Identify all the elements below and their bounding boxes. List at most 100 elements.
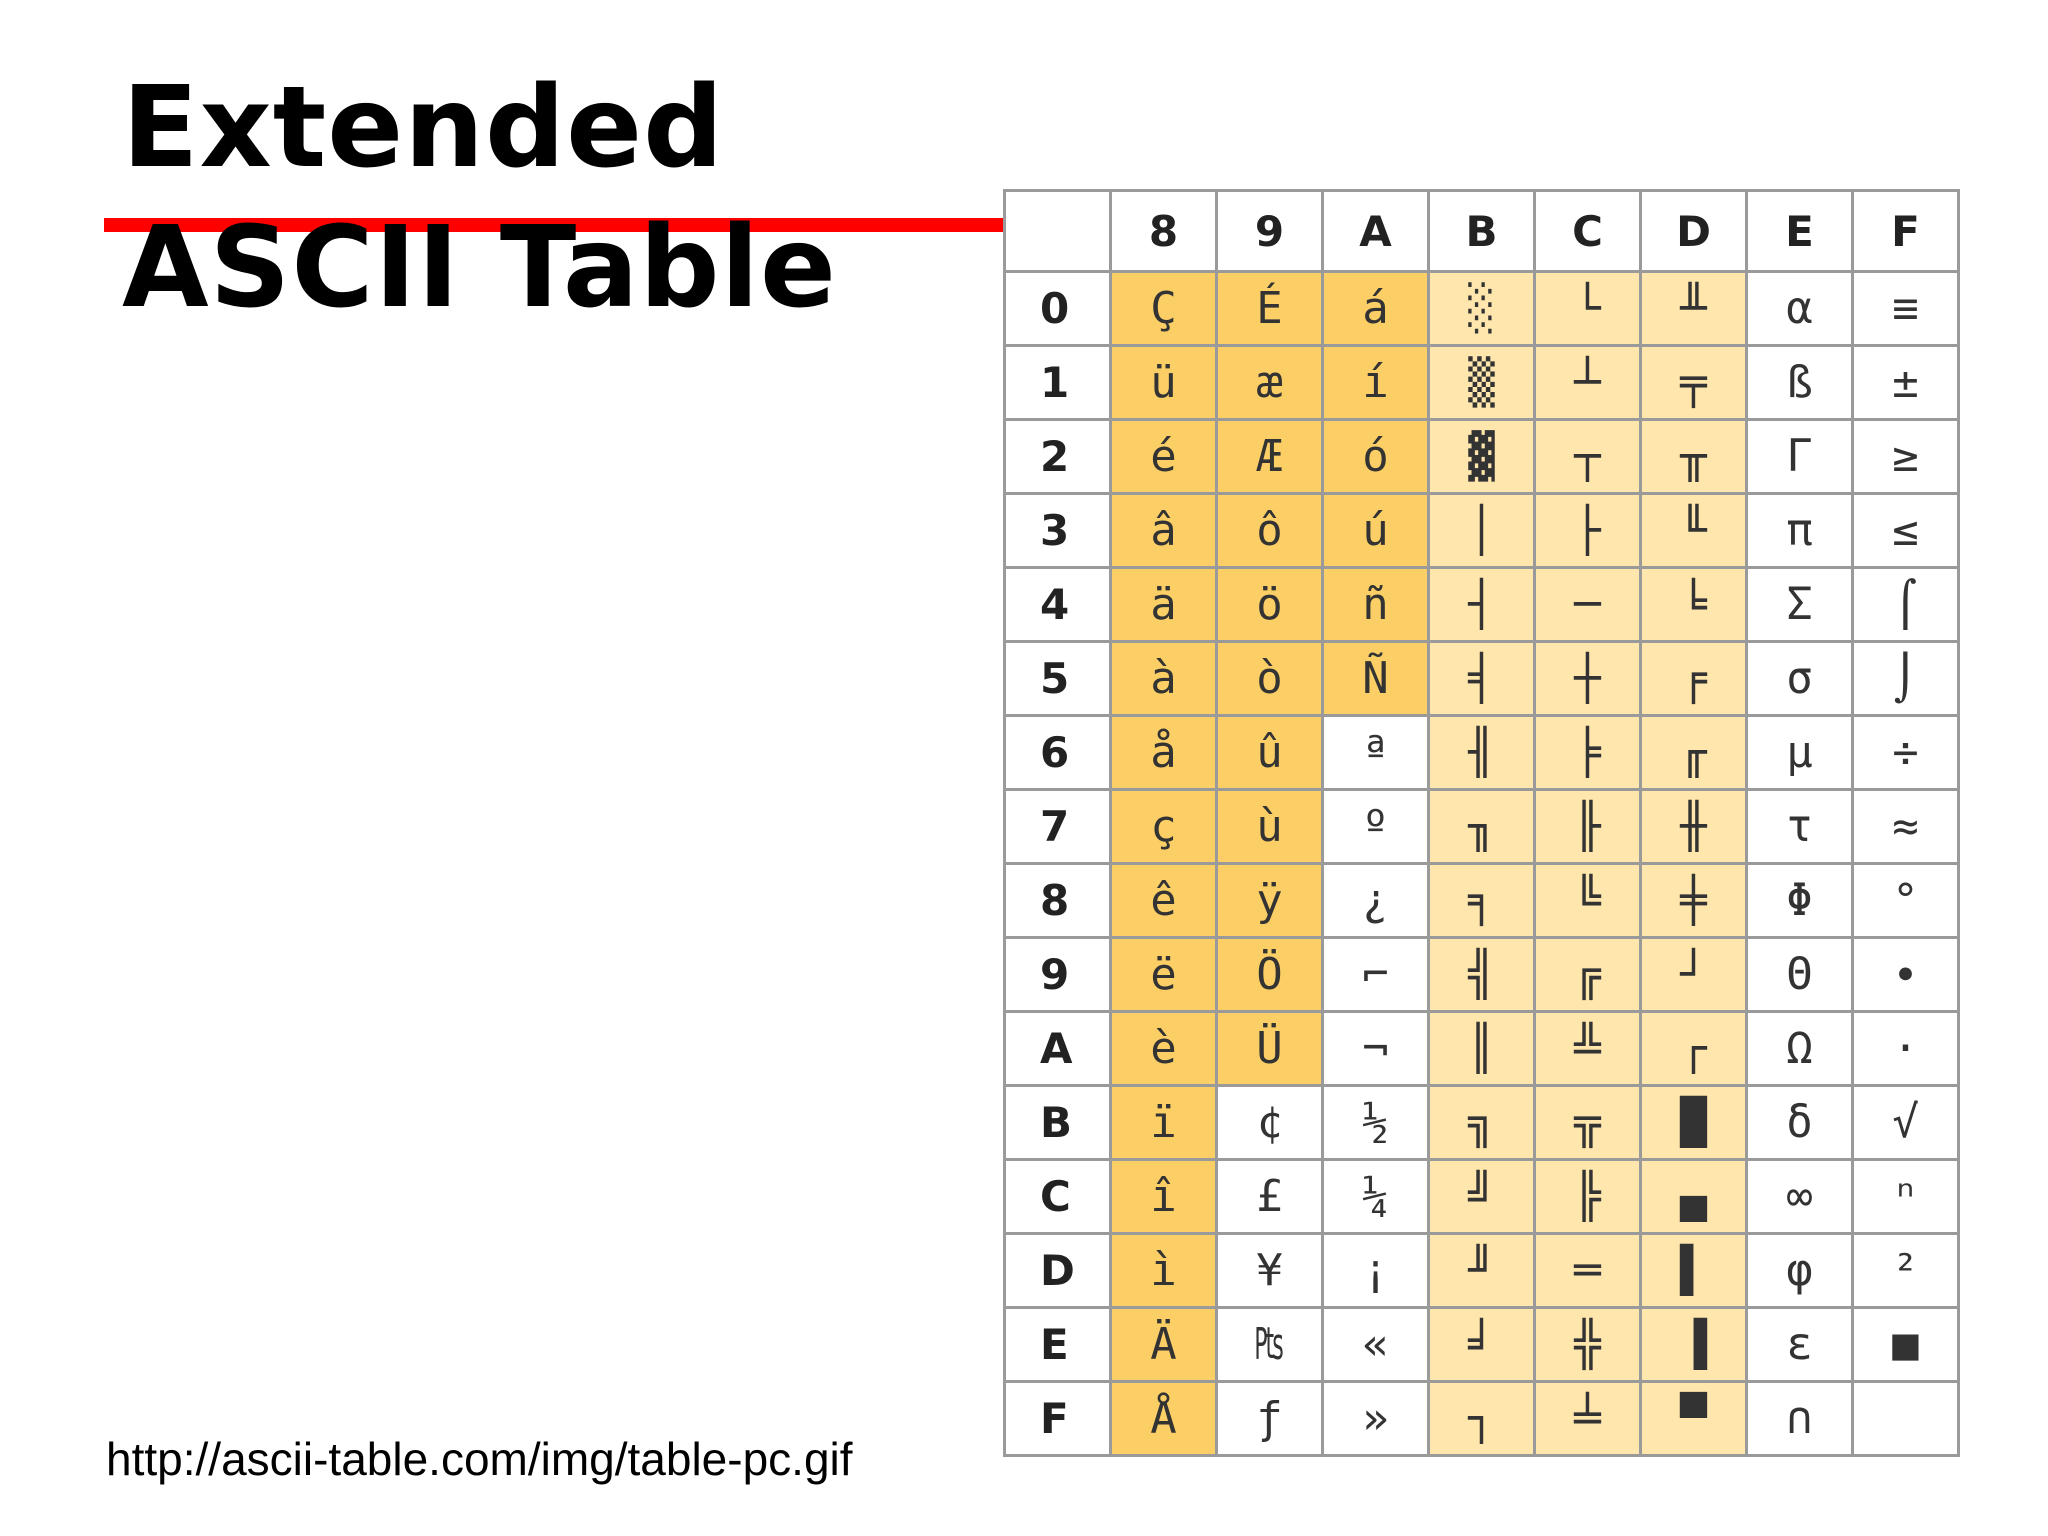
column-header-9: 9 bbox=[1215, 189, 1324, 273]
char-cell-d0: ╨ bbox=[1639, 270, 1748, 347]
char-cell-82: é bbox=[1109, 418, 1218, 495]
char-cell-94: ö bbox=[1215, 566, 1324, 643]
char-cell-a2: ó bbox=[1321, 418, 1430, 495]
char-cell-cf: ╧ bbox=[1533, 1380, 1642, 1457]
row-header-e: E bbox=[1003, 1306, 1112, 1383]
char-cell-96: û bbox=[1215, 714, 1324, 791]
char-cell-f8: ° bbox=[1851, 862, 1960, 939]
char-cell-91: æ bbox=[1215, 344, 1324, 421]
char-cell-aa: ¬ bbox=[1321, 1010, 1430, 1087]
table-row: E Ä ₧ «╛ ╬ ▐ ε ■ bbox=[1003, 1306, 1960, 1383]
char-cell-b3: │ bbox=[1427, 492, 1536, 569]
row-header-b: B bbox=[1003, 1084, 1112, 1161]
char-cell-d2: ╥ bbox=[1639, 418, 1748, 495]
table-row: 9 ë Ö ⌐ ╣ ╔ ┘ Θ ∙ bbox=[1003, 936, 1960, 1013]
char-cell-db: █ bbox=[1639, 1084, 1748, 1161]
row-header-d: D bbox=[1003, 1232, 1112, 1309]
char-cell-a1: í bbox=[1321, 344, 1430, 421]
slide-title-line-2: ASCII Table bbox=[122, 203, 837, 333]
corner-cell bbox=[1003, 189, 1112, 273]
char-cell-92: Æ bbox=[1215, 418, 1324, 495]
char-cell-e9: Θ bbox=[1745, 936, 1854, 1013]
char-cell-97: ù bbox=[1215, 788, 1324, 865]
column-header-e: E bbox=[1745, 189, 1854, 273]
char-cell-fb: √ bbox=[1851, 1084, 1960, 1161]
char-cell-de: ▐ bbox=[1639, 1306, 1748, 1383]
column-header-b: B bbox=[1427, 189, 1536, 273]
char-cell-b9: ╣ bbox=[1427, 936, 1536, 1013]
char-cell-f3: ≤ bbox=[1851, 492, 1960, 569]
char-cell-c1: ┴ bbox=[1533, 344, 1642, 421]
char-cell-87: ç bbox=[1109, 788, 1218, 865]
char-cell-90: É bbox=[1215, 270, 1324, 347]
char-cell-99: Ö bbox=[1215, 936, 1324, 1013]
char-cell-c3: ├ bbox=[1533, 492, 1642, 569]
char-cell-8f: Å bbox=[1109, 1380, 1218, 1457]
char-cell-e3: π bbox=[1745, 492, 1854, 569]
row-header-3: 3 bbox=[1003, 492, 1112, 569]
char-cell-81: ü bbox=[1109, 344, 1218, 421]
char-cell-ce: ╬ bbox=[1533, 1306, 1642, 1383]
char-cell-c6: ╞ bbox=[1533, 714, 1642, 791]
row-header-4: 4 bbox=[1003, 566, 1112, 643]
char-cell-dc: ▄ bbox=[1639, 1158, 1748, 1235]
char-cell-c9: ╔ bbox=[1533, 936, 1642, 1013]
row-header-8: 8 bbox=[1003, 862, 1112, 939]
char-cell-e7: τ bbox=[1745, 788, 1854, 865]
char-cell-bb: ╗ bbox=[1427, 1084, 1536, 1161]
char-cell-bd: ╜ bbox=[1427, 1232, 1536, 1309]
char-cell-e8: Φ bbox=[1745, 862, 1854, 939]
char-cell-bc: ╝ bbox=[1427, 1158, 1536, 1235]
char-cell-d1: ╤ bbox=[1639, 344, 1748, 421]
char-cell-88: ê bbox=[1109, 862, 1218, 939]
table-row: 5 à ò Ñ ╡ ┼ ╒ σ ⌡ bbox=[1003, 640, 1960, 717]
char-cell-ad: ¡ bbox=[1321, 1232, 1430, 1309]
char-cell-8e: Ä bbox=[1109, 1306, 1218, 1383]
char-cell-9f: ƒ bbox=[1215, 1380, 1324, 1457]
char-cell-a5: Ñ bbox=[1321, 640, 1430, 717]
char-cell-e0: α bbox=[1745, 270, 1854, 347]
table-row: 7 ç ù º ╖ ╟ ╫ τ ≈ bbox=[1003, 788, 1960, 865]
char-cell-fe: ■ bbox=[1851, 1306, 1960, 1383]
char-cell-98: ÿ bbox=[1215, 862, 1324, 939]
char-cell-fd: ² bbox=[1851, 1232, 1960, 1309]
char-cell-ff bbox=[1851, 1380, 1960, 1457]
char-cell-fa: · bbox=[1851, 1010, 1960, 1087]
source-url: http://ascii-table.com/img/table-pc.gif bbox=[106, 1433, 853, 1485]
row-header-c: C bbox=[1003, 1158, 1112, 1235]
char-cell-a7: º bbox=[1321, 788, 1430, 865]
table-row: 6 å û ª ╢ ╞ ╓ µ ÷ bbox=[1003, 714, 1960, 791]
char-cell-f1: ± bbox=[1851, 344, 1960, 421]
char-cell-f9: ∙ bbox=[1851, 936, 1960, 1013]
row-header-5: 5 bbox=[1003, 640, 1112, 717]
char-cell-ec: ∞ bbox=[1745, 1158, 1854, 1235]
char-cell-d7: ╫ bbox=[1639, 788, 1748, 865]
char-cell-9e: ₧ bbox=[1215, 1306, 1324, 1383]
row-header-f: F bbox=[1003, 1380, 1112, 1457]
char-cell-b8: ╕ bbox=[1427, 862, 1536, 939]
table-row: 8 ê ÿ ¿ ╕ ╚ ╪ Φ ° bbox=[1003, 862, 1960, 939]
char-cell-cc: ╠ bbox=[1533, 1158, 1642, 1235]
char-cell-80: Ç bbox=[1109, 270, 1218, 347]
char-cell-d3: ╙ bbox=[1639, 492, 1748, 569]
char-cell-8b: ï bbox=[1109, 1084, 1218, 1161]
char-cell-ea: Ω bbox=[1745, 1010, 1854, 1087]
row-header-1: 1 bbox=[1003, 344, 1112, 421]
char-cell-95: ò bbox=[1215, 640, 1324, 717]
char-cell-ae: « bbox=[1321, 1306, 1430, 1383]
char-cell-e4: Σ bbox=[1745, 566, 1854, 643]
char-cell-fc: ⁿ bbox=[1851, 1158, 1960, 1235]
char-cell-83: â bbox=[1109, 492, 1218, 569]
table-row: 1 ü æ í ▒ ┴ ╤ ß ± bbox=[1003, 344, 1960, 421]
char-cell-8d: ì bbox=[1109, 1232, 1218, 1309]
char-cell-da: ┌ bbox=[1639, 1010, 1748, 1087]
char-cell-9c: £ bbox=[1215, 1158, 1324, 1235]
char-cell-dd: ▌ bbox=[1639, 1232, 1748, 1309]
